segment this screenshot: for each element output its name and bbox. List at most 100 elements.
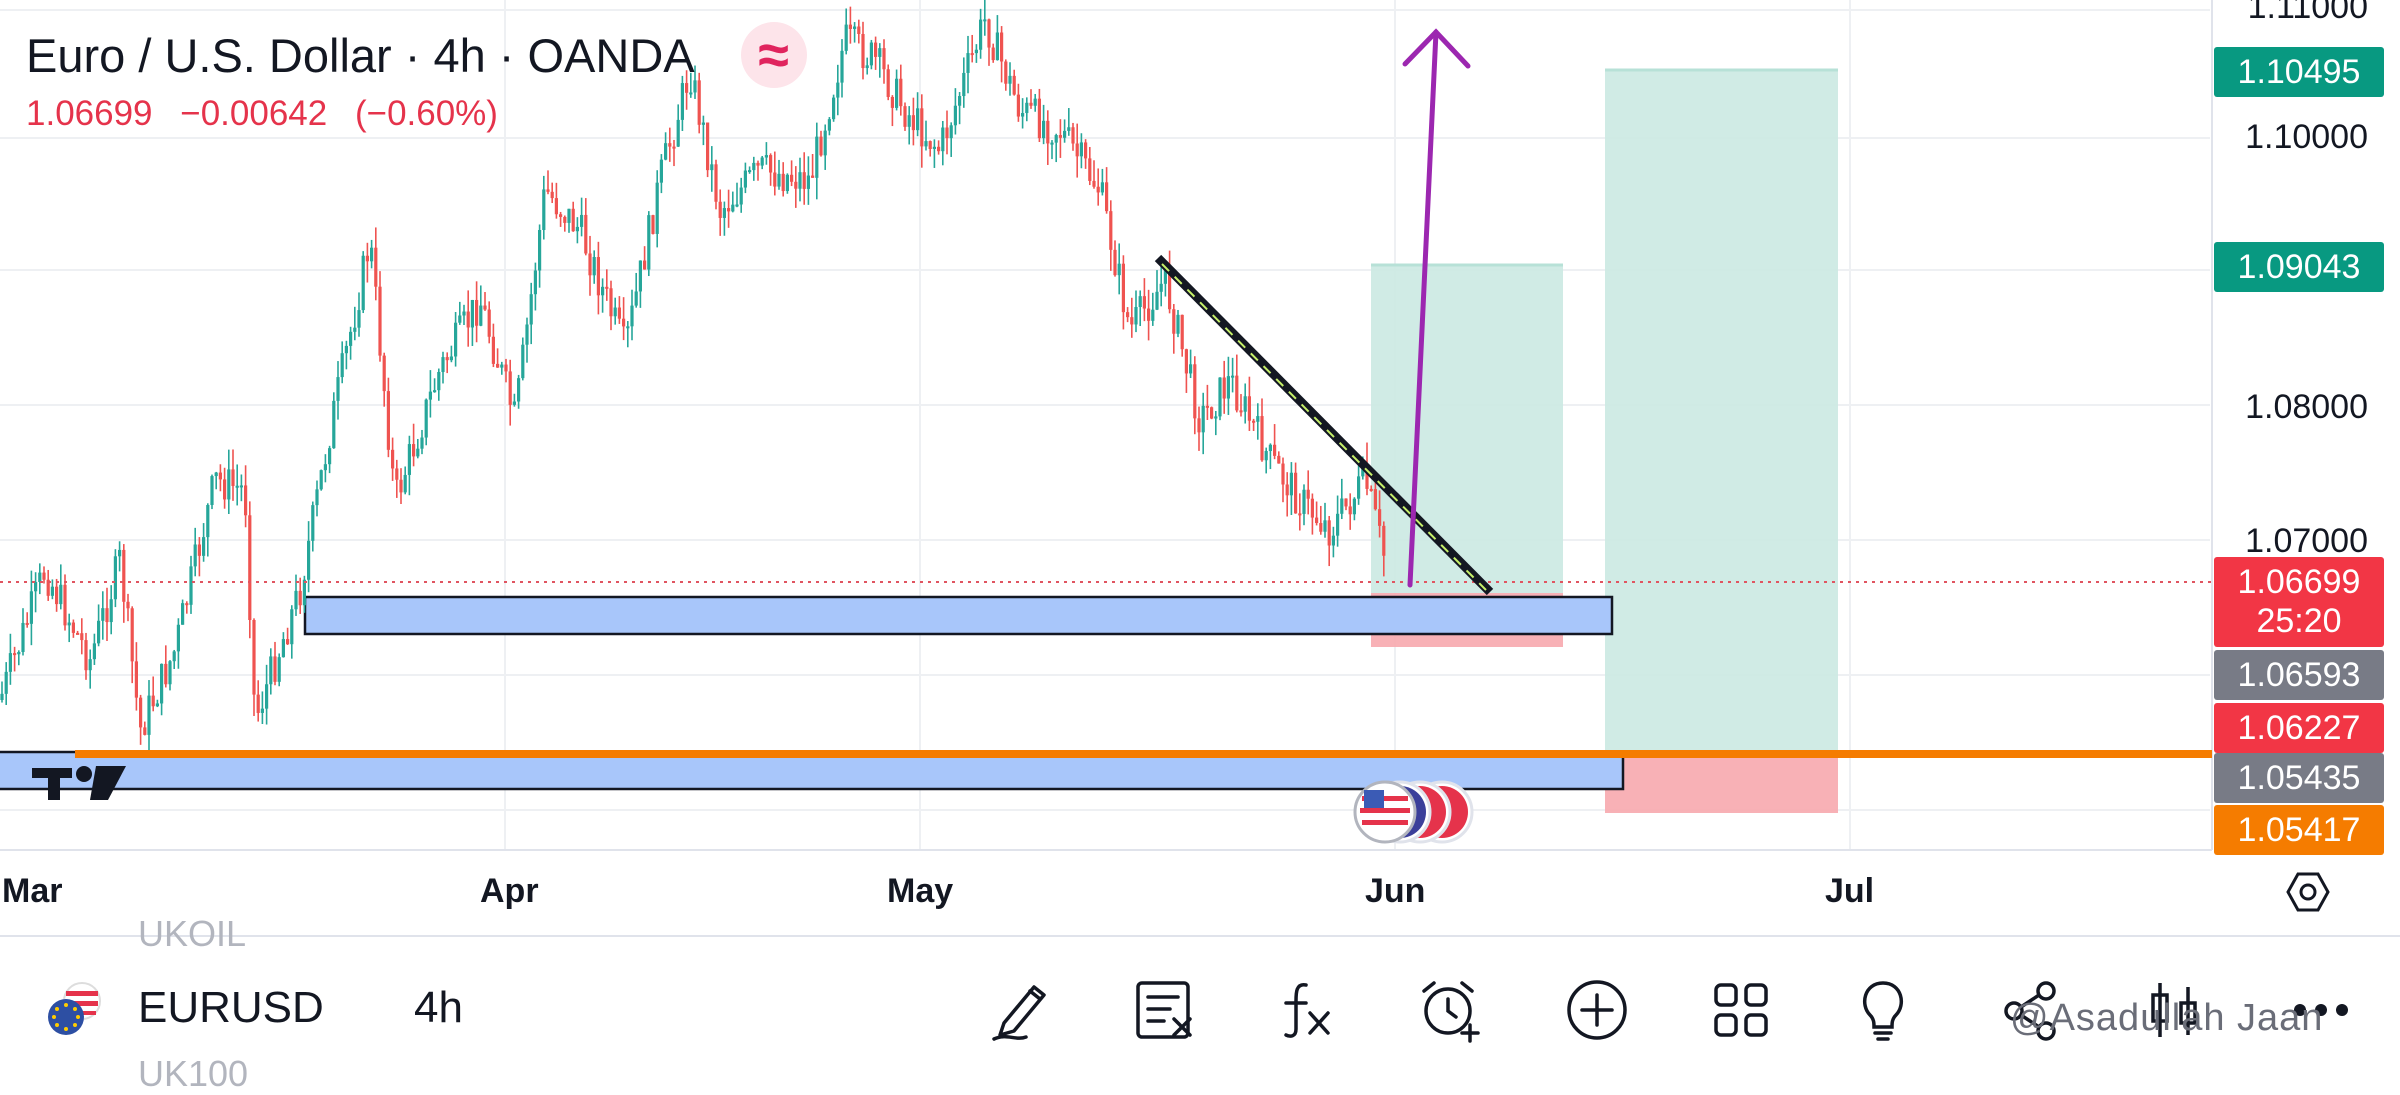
candle-body [256, 694, 260, 713]
candle-body [395, 468, 399, 480]
candle-body [739, 187, 743, 205]
candle-body [689, 92, 693, 95]
share-icon[interactable] [1996, 975, 2066, 1045]
candle-body [349, 331, 353, 346]
eurusd-flag-icon[interactable] [44, 979, 104, 1039]
candle-body [1042, 120, 1046, 139]
candle-body [533, 270, 537, 295]
candle-body [1382, 525, 1386, 556]
last-price-label: 1.06699 25:20 [2214, 557, 2384, 647]
layouts-grid-icon[interactable] [1706, 975, 1776, 1045]
long-position-target-zone-1[interactable] [1371, 265, 1563, 593]
candle-body [403, 474, 407, 493]
candle-body [168, 661, 172, 685]
symbol-title[interactable]: Euro / U.S. Dollar · 4h · OANDA [26, 28, 695, 82]
candle-body [21, 622, 25, 652]
symbol-selector[interactable]: EURUSD [138, 983, 324, 1032]
candle-body [55, 586, 59, 605]
chart-settings-icon[interactable] [2284, 868, 2332, 916]
candle-body [441, 357, 445, 372]
candle-body [244, 485, 248, 516]
interval-selector[interactable]: 4h [414, 983, 463, 1032]
candle-body [794, 181, 798, 189]
candle-body [197, 544, 201, 556]
candle-body [1151, 309, 1155, 321]
long-position-target-zone-2[interactable] [1605, 70, 1838, 755]
candle-body [281, 639, 285, 658]
candle-body [853, 26, 857, 29]
candle-body [319, 470, 323, 490]
candle-body [1264, 451, 1268, 461]
candle-body [1189, 364, 1193, 374]
candle-body [50, 586, 54, 596]
target-price-label: 1.10495 [2214, 47, 2384, 97]
candle-body [1016, 94, 1020, 117]
chart-area[interactable]: Euro / U.S. Dollar · 4h · OANDA ≈ 1.0669… [0, 0, 2400, 935]
candle-body [139, 697, 143, 728]
candle-body [1088, 158, 1092, 181]
candle-body [361, 255, 365, 311]
candle-body [1092, 180, 1096, 187]
indicators-fx-icon[interactable] [1272, 975, 1342, 1045]
candle-body [1071, 127, 1075, 144]
candle-body [504, 364, 508, 372]
candle-body [1348, 506, 1352, 515]
candle-body [1365, 463, 1369, 489]
candle-body [1260, 416, 1264, 461]
candle-body [59, 584, 63, 605]
candle-body [181, 603, 185, 625]
candle-body [172, 651, 176, 662]
candle-body [260, 708, 264, 713]
candle-body [798, 172, 802, 189]
ideas-bulb-icon[interactable] [1848, 975, 1918, 1045]
candle-body [764, 155, 768, 158]
candle-body [1222, 377, 1226, 399]
candle-body [1105, 182, 1109, 212]
candle-body [1184, 349, 1188, 374]
candle-body [76, 632, 80, 635]
candle-body [92, 643, 96, 660]
candle-body [911, 115, 915, 131]
candle-body [126, 601, 130, 609]
downtrend-line[interactable] [1154, 254, 1494, 596]
indicator-approx-icon[interactable]: ≈ [740, 22, 807, 88]
candle-body [470, 299, 474, 328]
candle-body [269, 656, 273, 685]
candle-body [760, 157, 764, 166]
add-circle-icon[interactable] [1562, 975, 1632, 1045]
candlestick-series [0, 0, 1386, 751]
drawing-pen-icon[interactable] [986, 975, 1056, 1045]
candle-body [777, 173, 781, 187]
candle-body [525, 324, 529, 345]
price-label: 1.06593 [2214, 650, 2384, 700]
candle-body [466, 311, 470, 328]
alert-clock-icon[interactable] [1416, 975, 1486, 1045]
bullish-arrow[interactable] [1402, 28, 1471, 588]
support-zone-upper[interactable] [303, 595, 1614, 636]
candle-body [1197, 418, 1201, 433]
candle-body [227, 469, 231, 500]
candle-body [693, 80, 697, 93]
candle-body [592, 257, 596, 276]
candle-body [769, 155, 773, 173]
candle-body [298, 590, 302, 606]
candle-body [29, 591, 33, 624]
quote-row: 1.06699 −0.00642 (−0.60%) [26, 94, 807, 134]
candle-body [80, 633, 84, 641]
candle-body [588, 253, 592, 276]
candle-body [731, 204, 735, 212]
month-label: May [887, 872, 954, 910]
price-chart[interactable] [0, 0, 2400, 935]
candle-body [542, 189, 546, 230]
month-label: Mar [2, 872, 63, 910]
candle-body [164, 663, 168, 685]
object-tree-icon[interactable] [1130, 975, 1200, 1045]
candle-body [151, 695, 155, 707]
economic-events-us-flag-icon[interactable] [1353, 780, 1474, 844]
more-icon[interactable] [2286, 975, 2356, 1045]
price-change: −0.00642 [180, 94, 328, 133]
long-position-stop-zone-2[interactable] [1605, 755, 1838, 813]
candles-icon[interactable] [2140, 975, 2210, 1045]
candle-body [928, 141, 932, 149]
candle-body [575, 226, 579, 232]
